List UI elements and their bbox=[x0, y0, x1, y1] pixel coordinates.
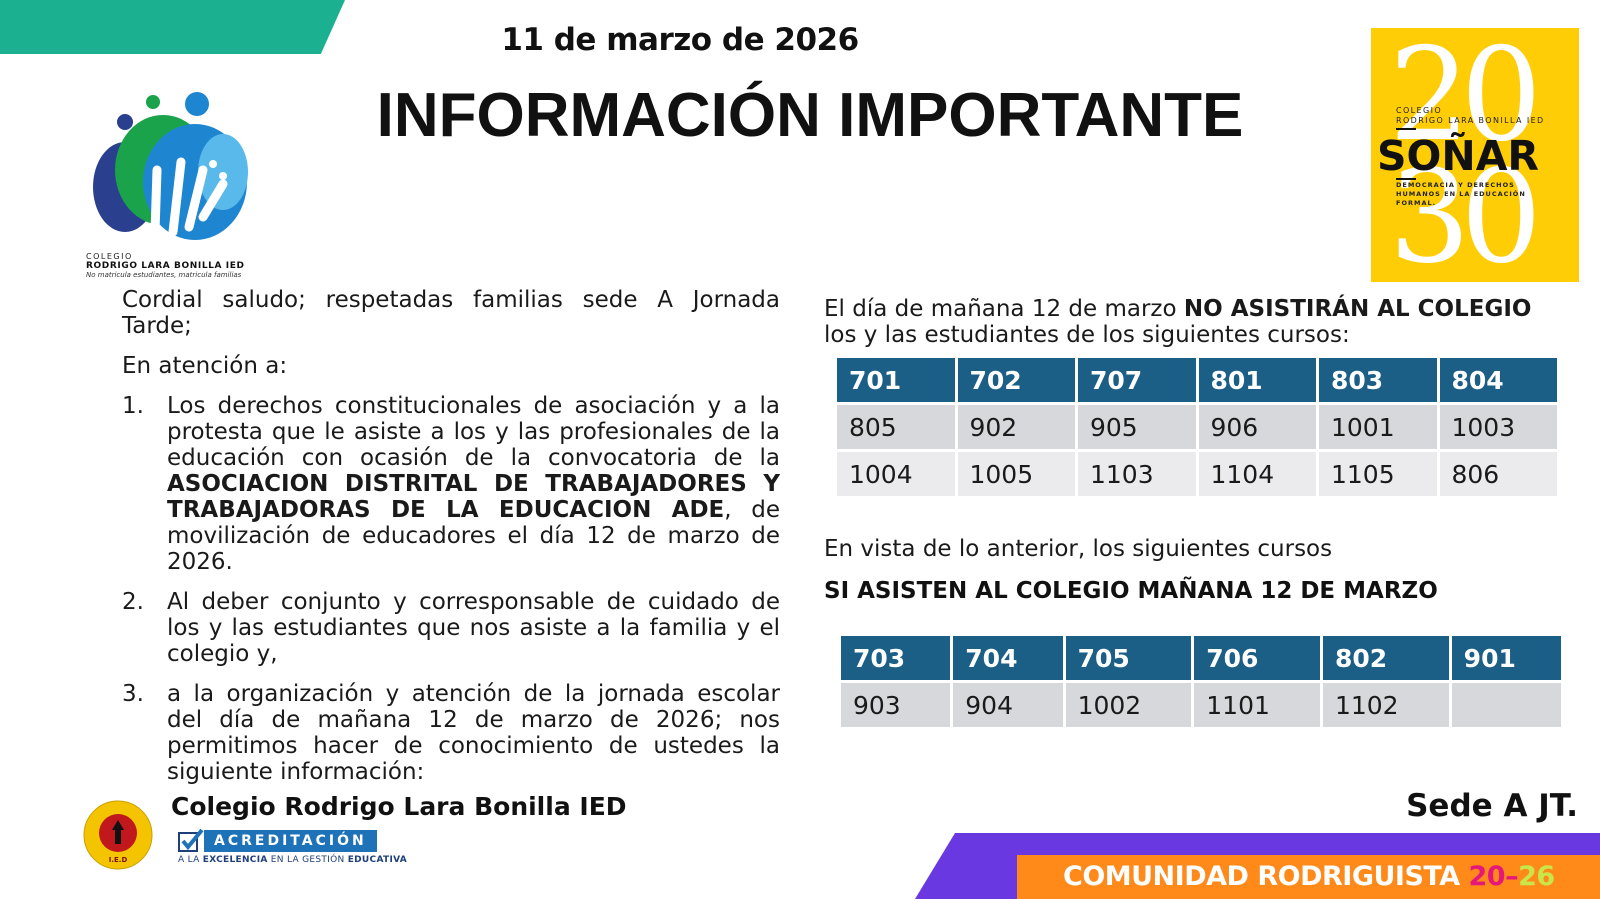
accreditation-sub: A LA EXCELENCIA EN LA GESTIÓN EDUCATIVA bbox=[178, 855, 407, 865]
sonar-school-line: RODRIGO LARA BONILLA IED bbox=[1396, 116, 1545, 125]
item-text: Los derechos constitucionales de asociac… bbox=[167, 393, 780, 575]
table-header-cell: 901 bbox=[1451, 636, 1561, 680]
sonar-year-bottom: 30 bbox=[1389, 143, 1542, 282]
sonar-colegio-line: COLEGIO bbox=[1396, 106, 1443, 115]
school-logo-text: COLEGIO RODRIGO LARA BONILLA IED No matr… bbox=[86, 252, 245, 279]
item-text-a: Los derechos constitucionales de asociac… bbox=[167, 393, 780, 471]
attending-heading: SI ASISTEN AL COLEGIO MAÑANA 12 DE MARZO bbox=[824, 578, 1438, 604]
table-cell: 1005 bbox=[957, 452, 1075, 496]
table-header-cell: 707 bbox=[1078, 358, 1196, 402]
accreditation-label: ACREDITACIÓN bbox=[204, 830, 377, 852]
list-item: 3. a la organización y atención de la jo… bbox=[122, 681, 780, 785]
table-row: 1004 1005 1103 1104 1105 806 bbox=[837, 452, 1557, 496]
not-attending-intro-a: El día de mañana 12 de marzo bbox=[824, 296, 1184, 322]
table-header-cell: 704 bbox=[953, 636, 1063, 680]
table-cell: 1002 bbox=[1065, 683, 1192, 727]
banner-dash: – bbox=[1505, 861, 1519, 892]
school-seal-icon: I.E.D bbox=[83, 800, 153, 870]
top-accent-stripe bbox=[0, 0, 345, 54]
table-row: 805 902 905 906 1001 1003 bbox=[837, 405, 1557, 449]
item-number: 3. bbox=[122, 681, 144, 707]
table-row: 903 904 1002 1101 1102 bbox=[841, 683, 1561, 727]
table-cell: 902 bbox=[957, 405, 1075, 449]
sonar-year-top: 20 bbox=[1389, 28, 1542, 170]
item-text: Al deber conjunto y corresponsable de cu… bbox=[167, 589, 780, 667]
item-number: 2. bbox=[122, 589, 144, 615]
not-attending-table: 701 702 707 801 803 804 805 902 905 906 … bbox=[834, 355, 1560, 499]
table-cell: 903 bbox=[841, 683, 951, 727]
table-cell: 904 bbox=[953, 683, 1063, 727]
greeting: Cordial saludo; respetadas familias sede… bbox=[122, 287, 780, 339]
sonar-rule-bottom bbox=[1396, 178, 1416, 180]
seal-text: I.E.D bbox=[109, 856, 128, 864]
checkmark-icon bbox=[178, 829, 204, 852]
footer-school-name: Colegio Rodrigo Lara Bonilla IED bbox=[171, 792, 627, 821]
table-header-cell: 802 bbox=[1322, 636, 1449, 680]
acred-sub-d: EDUCATIVA bbox=[347, 855, 408, 865]
item-text-bold: ASOCIACION DISTRITAL DE TRABAJADORES Y T… bbox=[167, 471, 780, 523]
table-cell: 905 bbox=[1078, 405, 1196, 449]
table-cell: 1103 bbox=[1078, 452, 1196, 496]
list-item: 2. Al deber conjunto y corresponsable de… bbox=[122, 589, 780, 667]
not-attending-intro-bold: NO ASISTIRÁN AL COLEGIO bbox=[1183, 296, 1532, 322]
logo-line2: RODRIGO LARA BONILLA IED bbox=[86, 261, 245, 271]
date-heading: 11 de marzo de 2026 bbox=[501, 22, 859, 58]
table-cell bbox=[1451, 683, 1561, 727]
table-cell: 1101 bbox=[1194, 683, 1320, 727]
sonar-colegio: COLEGIO RODRIGO LARA BONILLA IED bbox=[1396, 106, 1545, 126]
table-cell: 1003 bbox=[1439, 405, 1557, 449]
table-header-cell: 702 bbox=[957, 358, 1075, 402]
table-header-cell: 801 bbox=[1198, 358, 1316, 402]
table-header-cell: 803 bbox=[1319, 358, 1437, 402]
table-header-cell: 703 bbox=[841, 636, 951, 680]
item-text-c: , de movilización de educadores el día 1… bbox=[167, 497, 780, 575]
attending-intro: En vista de lo anterior, los siguientes … bbox=[824, 536, 1333, 562]
footer-orange-band bbox=[1017, 855, 1600, 899]
accreditation-badge: ACREDITACIÓN A LA EXCELENCIA EN LA GESTI… bbox=[178, 829, 407, 865]
acred-sub-a: A LA bbox=[178, 855, 203, 865]
sonar-word: SOÑAR bbox=[1377, 132, 1539, 180]
sonar-desc: DEMOCRACIA Y DERECHOS HUMANOS EN LA EDUC… bbox=[1396, 181, 1526, 207]
table-cell: 1105 bbox=[1319, 452, 1437, 496]
table-cell: 1102 bbox=[1322, 683, 1449, 727]
school-logo-icon bbox=[93, 92, 248, 240]
list-item: 1. Los derechos constitucionales de asoc… bbox=[122, 393, 780, 575]
page-title: INFORMACIÓN IMPORTANTE bbox=[376, 81, 1244, 150]
banner-year-1: 20 bbox=[1468, 861, 1506, 892]
sede-label: Sede A JT. bbox=[1406, 788, 1578, 824]
attending-table: 703 704 705 706 802 901 903 904 1002 110… bbox=[838, 633, 1564, 730]
not-attending-intro-c: los y las estudiantes de los siguientes … bbox=[824, 322, 1350, 348]
table-header-cell: 705 bbox=[1065, 636, 1192, 680]
sonar-rule-top bbox=[1396, 128, 1416, 130]
logo-line1: COLEGIO bbox=[86, 252, 133, 261]
table-header-cell: 804 bbox=[1439, 358, 1557, 402]
not-attending-intro: El día de mañana 12 de marzo NO ASISTIRÁ… bbox=[824, 296, 1564, 348]
banner-year-2: 26 bbox=[1518, 861, 1555, 892]
table-header-cell: 701 bbox=[837, 358, 955, 402]
item-number: 1. bbox=[122, 393, 144, 419]
table-header-row: 701 702 707 801 803 804 bbox=[837, 358, 1557, 402]
table-cell: 805 bbox=[837, 405, 955, 449]
table-cell: 1001 bbox=[1319, 405, 1437, 449]
logo-tagline: No matricula estudiantes, matricula fami… bbox=[86, 271, 242, 279]
acred-sub-b: EXCELENCIA bbox=[202, 855, 268, 865]
table-header-cell: 706 bbox=[1194, 636, 1320, 680]
table-cell: 806 bbox=[1439, 452, 1557, 496]
table-cell: 1104 bbox=[1198, 452, 1316, 496]
table-cell: 1004 bbox=[837, 452, 955, 496]
letter-body: Cordial saludo; respetadas familias sede… bbox=[122, 287, 780, 785]
table-header-row: 703 704 705 706 802 901 bbox=[841, 636, 1561, 680]
table-cell: 906 bbox=[1198, 405, 1316, 449]
community-banner: COMUNIDAD RODRIGUISTA 20–26 bbox=[1063, 861, 1555, 892]
sonar-2030-badge: 20 30 COLEGIO RODRIGO LARA BONILLA IED S… bbox=[1371, 28, 1579, 282]
item-text: a la organización y atención de la jorna… bbox=[167, 681, 780, 785]
acred-sub-c: EN LA GESTIÓN bbox=[267, 855, 348, 865]
banner-text: COMUNIDAD RODRIGUISTA bbox=[1063, 861, 1469, 892]
intro: En atención a: bbox=[122, 353, 288, 379]
